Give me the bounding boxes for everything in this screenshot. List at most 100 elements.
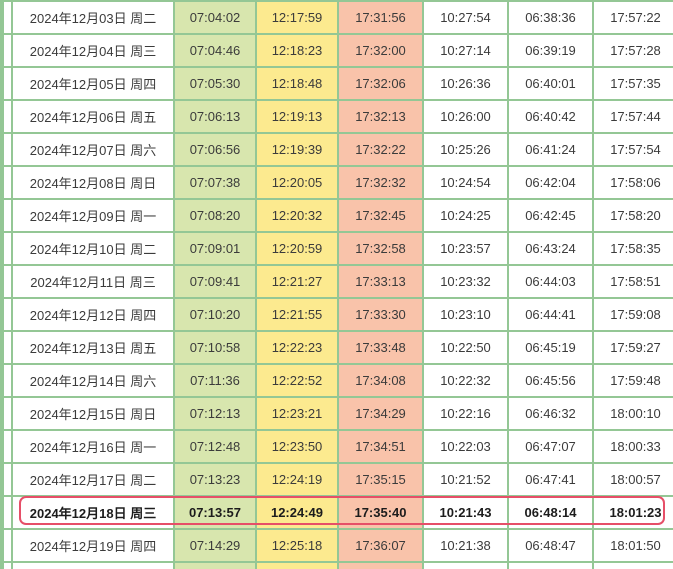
solar-noon-time-cell: 12:24:49 bbox=[255, 495, 339, 530]
row-stub-cell bbox=[0, 264, 13, 299]
sunset-time-cell: 17:34:51 bbox=[337, 429, 424, 464]
sunset-time-cell: 17:35:15 bbox=[337, 462, 424, 497]
dusk-time-cell: 18:01:23 bbox=[592, 495, 673, 530]
day-length-cell bbox=[422, 561, 509, 569]
date-cell: 2024年12月06日 周五 bbox=[11, 99, 175, 134]
dawn-time-cell: 06:40:42 bbox=[507, 99, 594, 134]
row-stub-cell bbox=[0, 330, 13, 365]
table-row[interactable]: 2024年12月04日 周三 07:04:46 12:18:23 17:32:00 10… bbox=[0, 33, 673, 68]
table-row[interactable]: 2024年12月15日 周日 07:12:13 12:23:21 17:34:29 10… bbox=[0, 396, 673, 431]
dusk-time-cell: 18:00:10 bbox=[592, 396, 673, 431]
day-length-cell: 10:26:36 bbox=[422, 66, 509, 101]
sunset-time-cell: 17:32:13 bbox=[337, 99, 424, 134]
day-length-cell: 10:23:32 bbox=[422, 264, 509, 299]
day-length-cell: 10:27:54 bbox=[422, 0, 509, 35]
day-length-cell: 10:22:50 bbox=[422, 330, 509, 365]
dawn-time-cell: 06:47:41 bbox=[507, 462, 594, 497]
table-row[interactable] bbox=[0, 561, 673, 569]
date-cell: 2024年12月09日 周一 bbox=[11, 198, 175, 233]
dusk-time-cell: 17:58:51 bbox=[592, 264, 673, 299]
date-cell: 2024年12月19日 周四 bbox=[11, 528, 175, 563]
row-stub-cell bbox=[0, 396, 13, 431]
solar-noon-time-cell: 12:21:55 bbox=[255, 297, 339, 332]
dawn-time-cell bbox=[507, 561, 594, 569]
row-stub-cell bbox=[0, 33, 13, 68]
table-row[interactable]: 2024年12月13日 周五 07:10:58 12:22:23 17:33:48 10… bbox=[0, 330, 673, 365]
dawn-time-cell: 06:46:32 bbox=[507, 396, 594, 431]
solar-noon-time-cell: 12:23:50 bbox=[255, 429, 339, 464]
sunrise-time-cell: 07:09:01 bbox=[173, 231, 257, 266]
sunrise-time-cell: 07:14:29 bbox=[173, 528, 257, 563]
row-stub-cell bbox=[0, 462, 13, 497]
dawn-time-cell: 06:47:07 bbox=[507, 429, 594, 464]
table-row[interactable]: 2024年12月05日 周四 07:05:30 12:18:48 17:32:06 10… bbox=[0, 66, 673, 101]
sunset-time-cell: 17:32:45 bbox=[337, 198, 424, 233]
dusk-time-cell: 17:57:22 bbox=[592, 0, 673, 35]
sunset-time-cell: 17:31:56 bbox=[337, 0, 424, 35]
table-row[interactable]: 2024年12月16日 周一 07:12:48 12:23:50 17:34:51 10… bbox=[0, 429, 673, 464]
solar-noon-time-cell: 12:25:18 bbox=[255, 528, 339, 563]
row-stub-cell bbox=[0, 66, 13, 101]
sunrise-time-cell: 07:10:20 bbox=[173, 297, 257, 332]
table-row[interactable]: 2024年12月18日 周三 07:13:57 12:24:49 17:35:40 10… bbox=[0, 495, 673, 530]
table-row[interactable]: 2024年12月08日 周日 07:07:38 12:20:05 17:32:32 10… bbox=[0, 165, 673, 200]
dusk-time-cell bbox=[592, 561, 673, 569]
sunset-time-cell: 17:32:22 bbox=[337, 132, 424, 167]
dusk-time-cell: 17:57:35 bbox=[592, 66, 673, 101]
table-row[interactable]: 2024年12月12日 周四 07:10:20 12:21:55 17:33:30 10… bbox=[0, 297, 673, 332]
sunrise-time-cell: 07:06:56 bbox=[173, 132, 257, 167]
dawn-time-cell: 06:44:03 bbox=[507, 264, 594, 299]
table-row[interactable]: 2024年12月06日 周五 07:06:13 12:19:13 17:32:13 10… bbox=[0, 99, 673, 134]
sunrise-time-cell: 07:12:13 bbox=[173, 396, 257, 431]
row-stub-cell bbox=[0, 231, 13, 266]
sunrise-time-cell: 07:13:57 bbox=[173, 495, 257, 530]
table-row[interactable]: 2024年12月19日 周四 07:14:29 12:25:18 17:36:07 10… bbox=[0, 528, 673, 563]
sunrise-time-cell bbox=[173, 561, 257, 569]
solar-noon-time-cell: 12:19:39 bbox=[255, 132, 339, 167]
dawn-time-cell: 06:38:36 bbox=[507, 0, 594, 35]
row-stub-cell bbox=[0, 99, 13, 134]
dusk-time-cell: 17:59:48 bbox=[592, 363, 673, 398]
dusk-time-cell: 17:57:44 bbox=[592, 99, 673, 134]
dusk-time-cell: 17:59:27 bbox=[592, 330, 673, 365]
table-row[interactable]: 2024年12月11日 周三 07:09:41 12:21:27 17:33:13 10… bbox=[0, 264, 673, 299]
dawn-time-cell: 06:45:19 bbox=[507, 330, 594, 365]
row-stub-cell bbox=[0, 0, 13, 35]
solar-noon-time-cell: 12:22:23 bbox=[255, 330, 339, 365]
date-cell: 2024年12月14日 周六 bbox=[11, 363, 175, 398]
sunset-time-cell: 17:33:30 bbox=[337, 297, 424, 332]
date-cell: 2024年12月13日 周五 bbox=[11, 330, 175, 365]
sunrise-time-cell: 07:09:41 bbox=[173, 264, 257, 299]
dawn-time-cell: 06:44:41 bbox=[507, 297, 594, 332]
solar-noon-time-cell: 12:17:59 bbox=[255, 0, 339, 35]
table-row[interactable]: 2024年12月09日 周一 07:08:20 12:20:32 17:32:45 10… bbox=[0, 198, 673, 233]
table-row[interactable]: 2024年12月17日 周二 07:13:23 12:24:19 17:35:15 10… bbox=[0, 462, 673, 497]
table-row[interactable]: 2024年12月10日 周二 07:09:01 12:20:59 17:32:58 10… bbox=[0, 231, 673, 266]
table-row[interactable]: 2024年12月07日 周六 07:06:56 12:19:39 17:32:22 10… bbox=[0, 132, 673, 167]
dawn-time-cell: 06:48:14 bbox=[507, 495, 594, 530]
dusk-time-cell: 17:58:06 bbox=[592, 165, 673, 200]
table-row[interactable]: 2024年12月03日 周二 07:04:02 12:17:59 17:31:56 10… bbox=[0, 0, 673, 35]
day-length-cell: 10:26:00 bbox=[422, 99, 509, 134]
dusk-time-cell: 18:01:50 bbox=[592, 528, 673, 563]
dusk-time-cell: 17:58:35 bbox=[592, 231, 673, 266]
table-row[interactable]: 2024年12月14日 周六 07:11:36 12:22:52 17:34:08 10… bbox=[0, 363, 673, 398]
dawn-time-cell: 06:45:56 bbox=[507, 363, 594, 398]
sunrise-time-cell: 07:12:48 bbox=[173, 429, 257, 464]
date-cell: 2024年12月07日 周六 bbox=[11, 132, 175, 167]
sunrise-time-cell: 07:13:23 bbox=[173, 462, 257, 497]
sunset-time-cell: 17:36:07 bbox=[337, 528, 424, 563]
sunrise-time-cell: 07:11:36 bbox=[173, 363, 257, 398]
row-stub-cell bbox=[0, 198, 13, 233]
solar-noon-time-cell: 12:20:59 bbox=[255, 231, 339, 266]
row-stub-cell bbox=[0, 297, 13, 332]
day-length-cell: 10:21:52 bbox=[422, 462, 509, 497]
dawn-time-cell: 06:43:24 bbox=[507, 231, 594, 266]
dusk-time-cell: 17:57:28 bbox=[592, 33, 673, 68]
day-length-cell: 10:21:43 bbox=[422, 495, 509, 530]
sunset-time-cell: 17:34:29 bbox=[337, 396, 424, 431]
day-length-cell: 10:23:10 bbox=[422, 297, 509, 332]
sunset-time-cell: 17:32:06 bbox=[337, 66, 424, 101]
sunset-time-cell: 17:33:13 bbox=[337, 264, 424, 299]
